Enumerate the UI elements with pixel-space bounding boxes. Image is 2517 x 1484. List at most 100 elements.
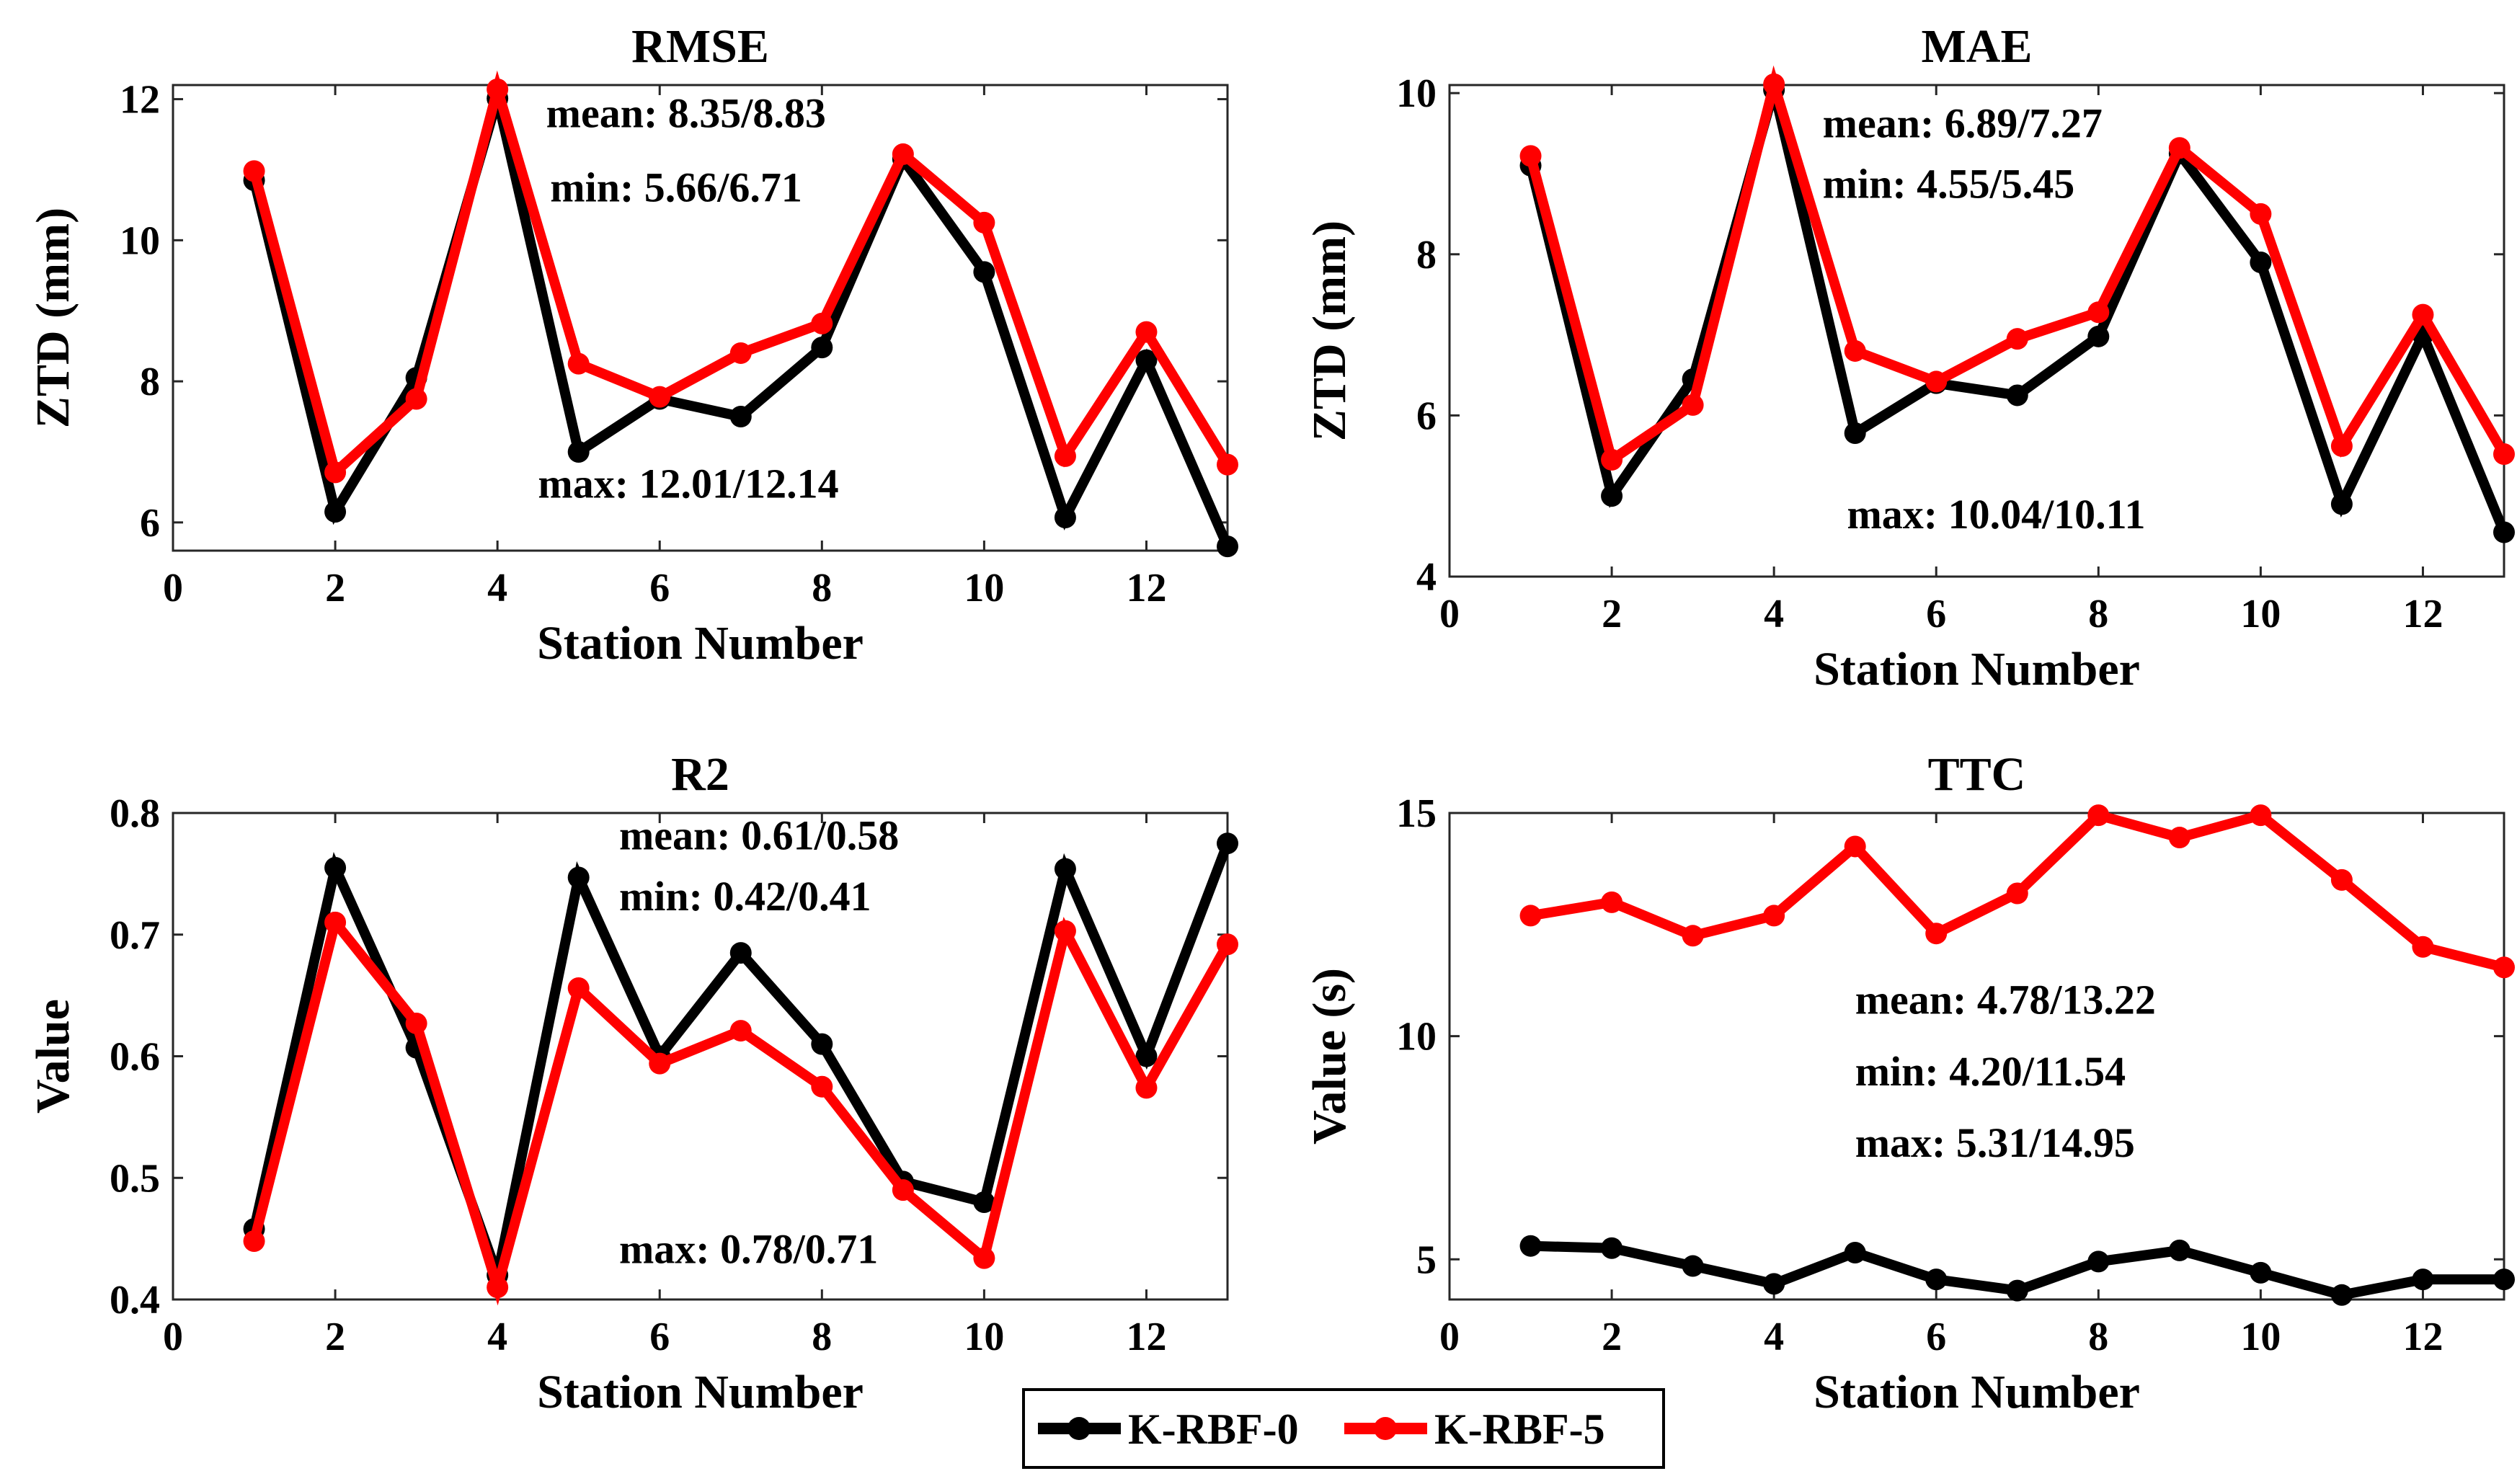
y-tick-label: 12 xyxy=(120,78,160,123)
x-tick-label: 8 xyxy=(2088,1315,2108,1359)
data-point-k-rbf-5 xyxy=(2168,137,2190,159)
data-point-k-rbf-0 xyxy=(1217,536,1238,558)
y-axis-label: ZTD (mm) xyxy=(1303,221,1356,441)
legend-marker-k-rbf-5 xyxy=(1374,1417,1397,1440)
x-tick-label: 12 xyxy=(2402,592,2443,636)
data-point-k-rbf-5 xyxy=(1135,1077,1158,1099)
data-point-k-rbf-5 xyxy=(729,1020,752,1042)
data-point-k-rbf-5 xyxy=(1054,920,1076,942)
y-tick-label: 10 xyxy=(120,218,160,263)
data-point-k-rbf-5 xyxy=(2087,301,2110,324)
data-point-k-rbf-5 xyxy=(1135,321,1158,343)
data-point-k-rbf-0 xyxy=(324,856,347,879)
data-point-k-rbf-0 xyxy=(2006,1279,2028,1302)
data-point-k-rbf-5 xyxy=(2330,435,2353,457)
data-point-k-rbf-5 xyxy=(1844,339,1866,362)
data-point-k-rbf-0 xyxy=(1217,832,1238,855)
data-point-k-rbf-5 xyxy=(1763,73,1785,95)
x-tick-label: 6 xyxy=(649,566,670,610)
y-tick-label: 10 xyxy=(1396,71,1437,116)
x-tick-label: 0 xyxy=(1439,592,1460,636)
data-point-k-rbf-5 xyxy=(1682,394,1704,416)
x-tick-label: 2 xyxy=(1602,592,1622,636)
y-tick-label: 0.6 xyxy=(110,1035,160,1080)
x-tick-label: 2 xyxy=(325,566,345,610)
data-point-k-rbf-5 xyxy=(649,386,671,408)
data-point-k-rbf-5 xyxy=(567,352,590,375)
x-axis-label: Station Number xyxy=(1814,1366,2140,1418)
y-tick-label: 6 xyxy=(1416,394,1437,438)
data-point-k-rbf-5 xyxy=(2087,804,2110,827)
stat-annotation: mean: 6.89/7.27 xyxy=(1823,100,2103,147)
data-point-k-rbf-0 xyxy=(2493,1268,2515,1291)
legend-label-k-rbf-5: K-RBF-5 xyxy=(1434,1405,1605,1453)
data-point-k-rbf-0 xyxy=(324,501,347,523)
data-point-k-rbf-0 xyxy=(2006,384,2028,406)
stat-annotation: max: 0.78/0.71 xyxy=(619,1225,878,1272)
y-tick-label: 0.5 xyxy=(110,1156,160,1201)
data-point-k-rbf-5 xyxy=(649,1052,671,1075)
legend-label-k-rbf-0: K-RBF-0 xyxy=(1128,1405,1299,1453)
data-point-k-rbf-5 xyxy=(487,78,509,100)
x-tick-label: 2 xyxy=(325,1315,345,1359)
chart-title: TTC xyxy=(1928,748,2026,801)
data-point-k-rbf-5 xyxy=(2168,827,2190,849)
x-tick-label: 8 xyxy=(2088,592,2108,636)
data-point-k-rbf-5 xyxy=(2493,443,2515,466)
y-tick-label: 4 xyxy=(1416,555,1437,600)
data-point-k-rbf-0 xyxy=(1135,349,1158,371)
data-point-k-rbf-0 xyxy=(1519,1235,1542,1257)
y-tick-label: 0.4 xyxy=(110,1278,160,1323)
data-point-k-rbf-0 xyxy=(567,866,590,889)
x-tick-label: 0 xyxy=(1439,1315,1460,1359)
x-tick-label: 0 xyxy=(163,566,183,610)
data-point-k-rbf-5 xyxy=(973,1247,995,1269)
data-point-k-rbf-5 xyxy=(2412,936,2434,958)
data-point-k-rbf-5 xyxy=(892,143,914,165)
stat-annotation: max: 5.31/14.95 xyxy=(1855,1119,2135,1166)
x-axis-label: Station Number xyxy=(1814,643,2140,696)
data-point-k-rbf-0 xyxy=(973,1191,995,1213)
legend-marker-k-rbf-0 xyxy=(1067,1417,1091,1440)
y-tick-label: 8 xyxy=(1416,233,1437,277)
data-point-k-rbf-0 xyxy=(811,1033,833,1055)
series-line-k-rbf-0 xyxy=(1525,69,2509,535)
data-point-k-rbf-0 xyxy=(1135,1045,1158,1067)
data-point-k-rbf-0 xyxy=(729,942,752,964)
y-tick-label: 6 xyxy=(140,501,160,546)
data-point-k-rbf-5 xyxy=(243,1230,265,1252)
x-tick-label: 10 xyxy=(964,1315,1004,1359)
stat-annotation: min: 0.42/0.41 xyxy=(619,873,871,920)
x-tick-label: 8 xyxy=(812,1315,832,1359)
axes-box xyxy=(172,84,1229,552)
data-point-k-rbf-5 xyxy=(2330,868,2353,891)
x-axis-label: Station Number xyxy=(537,617,864,670)
data-point-k-rbf-5 xyxy=(324,461,347,484)
y-tick-label: 10 xyxy=(1396,1015,1437,1059)
data-point-k-rbf-0 xyxy=(1763,1273,1785,1295)
chart-title: MAE xyxy=(1922,20,2033,73)
stat-annotation: max: 10.04/10.11 xyxy=(1847,491,2145,538)
data-point-k-rbf-5 xyxy=(1217,453,1238,476)
data-point-k-rbf-0 xyxy=(1054,858,1076,880)
stat-annotation: max: 12.01/12.14 xyxy=(538,461,838,507)
data-point-k-rbf-0 xyxy=(2087,1250,2110,1273)
x-tick-label: 12 xyxy=(1126,566,1166,610)
stat-annotation: mean: 4.78/13.22 xyxy=(1855,977,2156,1023)
data-point-k-rbf-0 xyxy=(2412,1268,2434,1291)
x-tick-label: 8 xyxy=(812,566,832,610)
panel-r2: 0 2 4 6 8 10 12 0.4 0.5 0.6 0.7 0.8 R2 Station Number… xyxy=(27,748,1238,1418)
x-tick-label: 4 xyxy=(487,1315,507,1359)
x-tick-label: 10 xyxy=(2240,592,2281,636)
data-point-k-rbf-5 xyxy=(567,977,590,999)
x-tick-label: 12 xyxy=(2402,1315,2443,1359)
axes-box xyxy=(1448,84,2505,578)
chart-title: R2 xyxy=(671,748,729,801)
x-tick-label: 4 xyxy=(487,566,507,610)
stat-annotation: min: 5.66/6.71 xyxy=(550,164,802,211)
x-tick-label: 6 xyxy=(1926,1315,1946,1359)
data-point-k-rbf-0 xyxy=(1844,422,1866,444)
x-tick-label: 10 xyxy=(964,566,1004,610)
data-point-k-rbf-0 xyxy=(2250,251,2272,273)
